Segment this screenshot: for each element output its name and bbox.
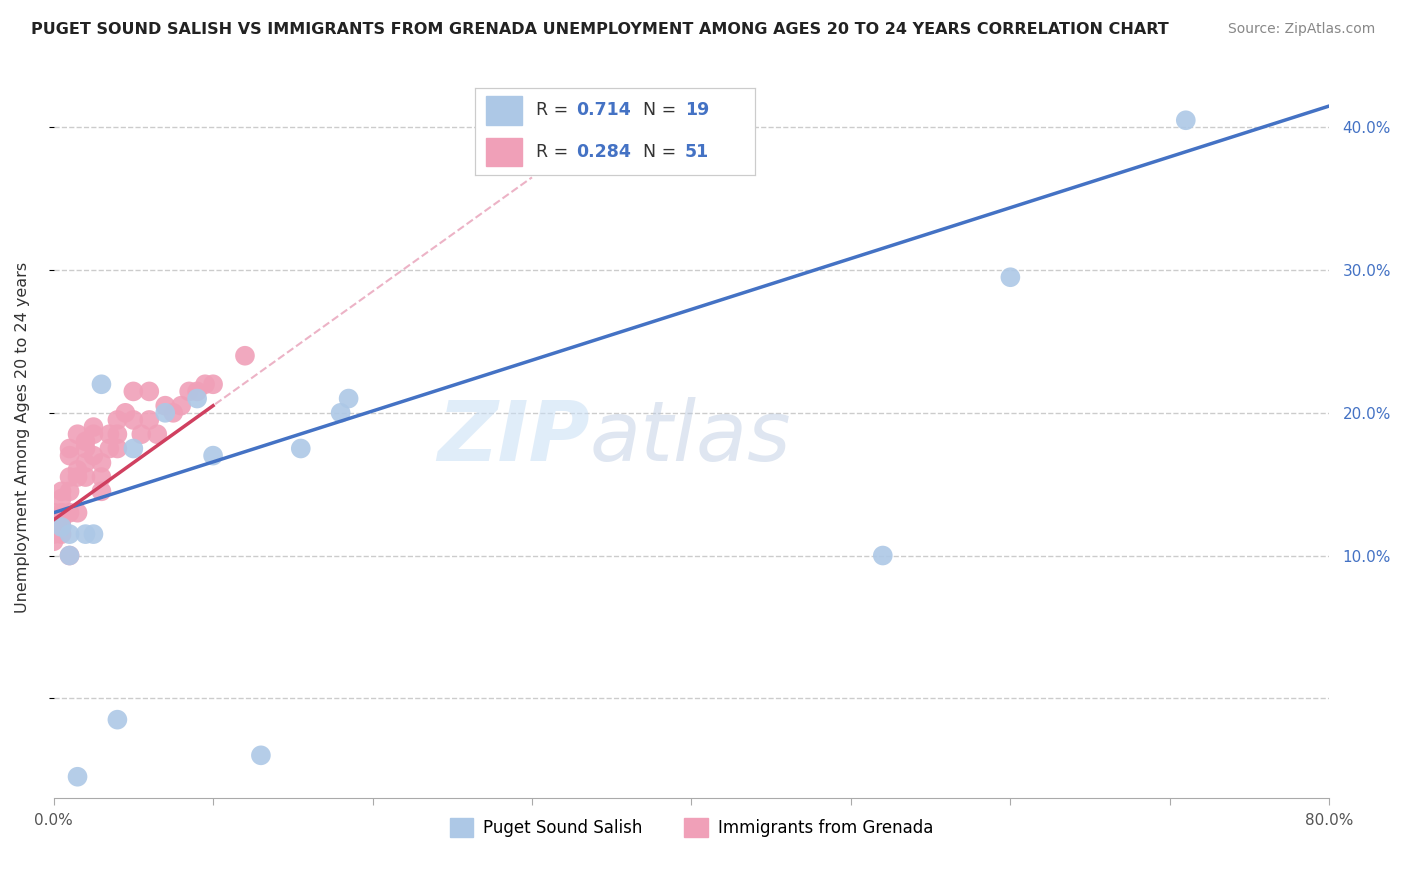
Point [1174, 113, 1197, 128]
Point [122, 413, 145, 427]
Point [202, 449, 225, 463]
Point [329, 406, 352, 420]
Point [170, 399, 193, 413]
Point [90, 470, 112, 484]
Point [90, 484, 112, 499]
Point [75, 470, 97, 484]
Point [250, 748, 273, 763]
Point [155, 399, 177, 413]
Point [98, 442, 121, 456]
Point [114, 406, 136, 420]
Point [51, 513, 73, 527]
Point [202, 377, 225, 392]
Point [58, 527, 80, 541]
Point [122, 384, 145, 399]
Point [194, 377, 217, 392]
Point [337, 392, 360, 406]
Point [75, 527, 97, 541]
Point [42, 506, 65, 520]
Text: Source: ZipAtlas.com: Source: ZipAtlas.com [1227, 22, 1375, 37]
Point [90, 377, 112, 392]
Point [872, 549, 894, 563]
Point [42, 534, 65, 549]
Point [138, 384, 160, 399]
Point [82, 449, 104, 463]
Point [51, 520, 73, 534]
Point [186, 384, 208, 399]
Point [179, 384, 201, 399]
Point [58, 484, 80, 499]
Point [105, 413, 128, 427]
Point [146, 427, 169, 442]
Text: ZIP: ZIP [437, 397, 589, 478]
Point [66, 470, 89, 484]
Text: atlas: atlas [589, 397, 792, 478]
Point [51, 491, 73, 506]
Point [66, 506, 89, 520]
Point [58, 442, 80, 456]
Point [82, 527, 104, 541]
Point [66, 463, 89, 477]
Point [290, 442, 312, 456]
Point [42, 527, 65, 541]
Point [75, 442, 97, 456]
Point [58, 549, 80, 563]
Point [90, 456, 112, 470]
Point [186, 392, 208, 406]
Point [42, 520, 65, 534]
Point [66, 770, 89, 784]
Point [105, 442, 128, 456]
Point [82, 427, 104, 442]
Text: PUGET SOUND SALISH VS IMMIGRANTS FROM GRENADA UNEMPLOYMENT AMONG AGES 20 TO 24 Y: PUGET SOUND SALISH VS IMMIGRANTS FROM GR… [31, 22, 1168, 37]
Point [58, 470, 80, 484]
Point [105, 427, 128, 442]
Point [66, 427, 89, 442]
Legend: Puget Sound Salish, Immigrants from Grenada: Puget Sound Salish, Immigrants from Gren… [443, 812, 939, 844]
Point [105, 713, 128, 727]
Point [51, 527, 73, 541]
Point [75, 434, 97, 449]
Point [1000, 270, 1022, 285]
Point [155, 406, 177, 420]
Point [98, 427, 121, 442]
Point [82, 420, 104, 434]
Point [51, 484, 73, 499]
Point [233, 349, 256, 363]
Point [51, 506, 73, 520]
Point [58, 549, 80, 563]
Point [131, 427, 153, 442]
Point [138, 413, 160, 427]
Point [58, 506, 80, 520]
Y-axis label: Unemployment Among Ages 20 to 24 years: Unemployment Among Ages 20 to 24 years [15, 262, 30, 614]
Point [58, 449, 80, 463]
Point [42, 513, 65, 527]
Point [51, 520, 73, 534]
Point [75, 456, 97, 470]
Point [162, 406, 184, 420]
Point [122, 442, 145, 456]
